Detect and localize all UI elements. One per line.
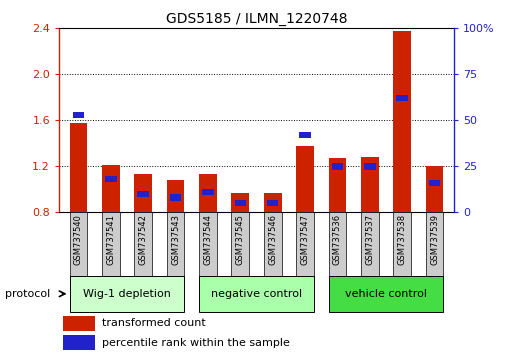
Bar bbox=[70, 212, 87, 276]
Bar bbox=[364, 163, 376, 170]
Bar bbox=[134, 175, 152, 212]
Text: GSM737544: GSM737544 bbox=[204, 214, 212, 265]
Text: GSM737543: GSM737543 bbox=[171, 214, 180, 265]
Text: GSM737538: GSM737538 bbox=[398, 214, 407, 266]
Bar bbox=[296, 146, 314, 212]
Bar bbox=[134, 212, 152, 276]
Bar bbox=[267, 200, 279, 206]
Bar bbox=[264, 193, 282, 212]
Title: GDS5185 / ILMN_1220748: GDS5185 / ILMN_1220748 bbox=[166, 12, 347, 26]
Bar bbox=[332, 163, 343, 170]
Bar bbox=[170, 194, 181, 201]
Bar bbox=[361, 157, 379, 212]
Text: negative control: negative control bbox=[211, 289, 302, 299]
Bar bbox=[63, 335, 94, 350]
Bar bbox=[63, 316, 94, 331]
Bar bbox=[199, 212, 217, 276]
Bar bbox=[102, 212, 120, 276]
Bar bbox=[328, 158, 346, 212]
Text: GSM737547: GSM737547 bbox=[301, 214, 309, 265]
Bar bbox=[426, 166, 443, 212]
Bar bbox=[264, 212, 282, 276]
Text: GSM737545: GSM737545 bbox=[236, 214, 245, 265]
Bar bbox=[296, 212, 314, 276]
Bar bbox=[429, 180, 440, 186]
Text: GSM737539: GSM737539 bbox=[430, 214, 439, 265]
Bar bbox=[234, 200, 246, 206]
Bar bbox=[70, 276, 185, 312]
Bar bbox=[105, 176, 116, 183]
Bar bbox=[393, 212, 411, 276]
Text: protocol: protocol bbox=[5, 289, 50, 299]
Text: GSM737540: GSM737540 bbox=[74, 214, 83, 265]
Bar bbox=[426, 212, 443, 276]
Bar bbox=[231, 193, 249, 212]
Text: GSM737542: GSM737542 bbox=[139, 214, 148, 265]
Bar bbox=[328, 276, 443, 312]
Bar bbox=[199, 276, 314, 312]
Text: GSM737546: GSM737546 bbox=[268, 214, 277, 265]
Bar bbox=[231, 212, 249, 276]
Bar bbox=[167, 180, 185, 212]
Bar bbox=[167, 212, 185, 276]
Bar bbox=[397, 95, 408, 102]
Bar bbox=[361, 212, 379, 276]
Bar bbox=[70, 123, 87, 212]
Bar bbox=[393, 31, 411, 212]
Bar bbox=[299, 132, 311, 138]
Bar bbox=[73, 112, 84, 118]
Text: GSM737537: GSM737537 bbox=[365, 214, 374, 266]
Text: GSM737541: GSM737541 bbox=[106, 214, 115, 265]
Bar bbox=[328, 212, 346, 276]
Bar bbox=[102, 165, 120, 212]
Bar bbox=[137, 191, 149, 197]
Text: transformed count: transformed count bbox=[103, 318, 206, 329]
Text: Wig-1 depletion: Wig-1 depletion bbox=[83, 289, 171, 299]
Text: vehicle control: vehicle control bbox=[345, 289, 427, 299]
Bar bbox=[199, 175, 217, 212]
Bar bbox=[202, 189, 214, 195]
Text: GSM737536: GSM737536 bbox=[333, 214, 342, 266]
Text: percentile rank within the sample: percentile rank within the sample bbox=[103, 337, 290, 348]
